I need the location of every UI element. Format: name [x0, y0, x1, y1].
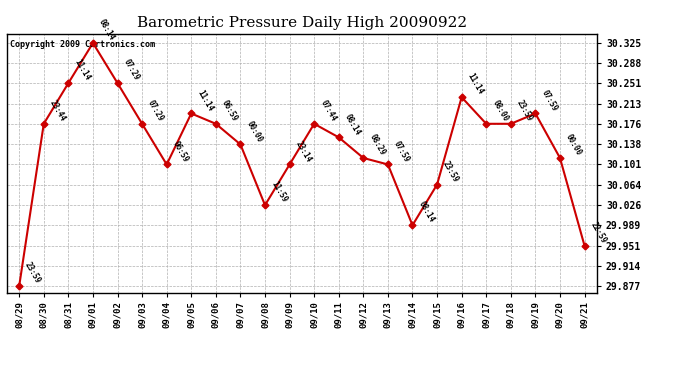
Text: 06:59: 06:59 [220, 99, 239, 123]
Text: 11:14: 11:14 [195, 88, 215, 113]
Title: Barometric Pressure Daily High 20090922: Barometric Pressure Daily High 20090922 [137, 16, 467, 30]
Text: 23:44: 23:44 [48, 99, 68, 123]
Text: 23:59: 23:59 [441, 159, 461, 184]
Text: 08:29: 08:29 [368, 133, 387, 157]
Text: 00:00: 00:00 [244, 119, 264, 144]
Text: 23:59: 23:59 [23, 261, 43, 285]
Text: 08:00: 08:00 [491, 99, 510, 123]
Text: 11:59: 11:59 [269, 180, 288, 204]
Text: Copyright 2009 Cartronics.com: Copyright 2009 Cartronics.com [10, 40, 155, 49]
Text: 07:44: 07:44 [318, 99, 337, 123]
Text: 23:59: 23:59 [515, 99, 534, 123]
Text: 07:29: 07:29 [121, 58, 141, 82]
Text: 11:14: 11:14 [72, 58, 92, 82]
Text: 22:59: 22:59 [589, 220, 608, 245]
Text: 08:14: 08:14 [97, 18, 117, 42]
Text: 07:29: 07:29 [146, 99, 166, 123]
Text: 23:14: 23:14 [294, 139, 313, 164]
Text: 08:14: 08:14 [417, 200, 436, 225]
Text: 06:59: 06:59 [171, 139, 190, 164]
Text: 07:59: 07:59 [392, 139, 411, 164]
Text: 00:00: 00:00 [564, 133, 584, 157]
Text: 08:14: 08:14 [343, 112, 362, 136]
Text: 11:14: 11:14 [466, 72, 485, 96]
Text: 07:59: 07:59 [540, 88, 559, 113]
